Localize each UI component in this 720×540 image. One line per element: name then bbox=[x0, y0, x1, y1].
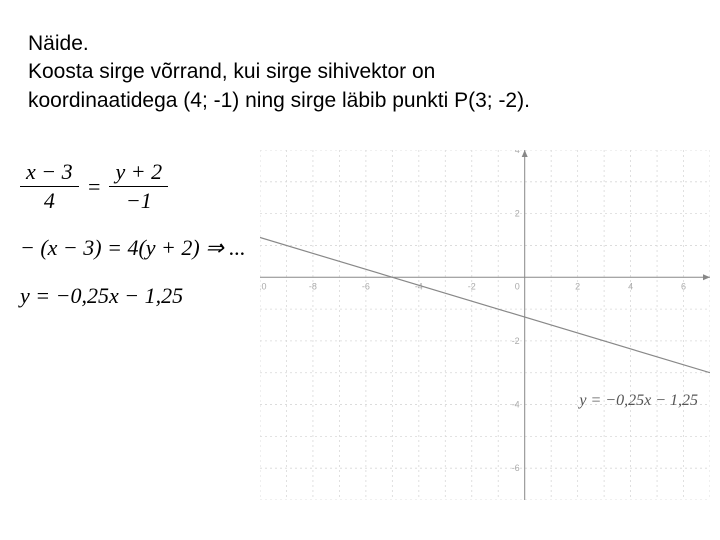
svg-text:-2: -2 bbox=[512, 336, 520, 346]
title: Näide. bbox=[28, 30, 530, 58]
line1: Koosta sirge võrrand, kui sirge sihivekt… bbox=[28, 58, 530, 86]
svg-text:4: 4 bbox=[515, 150, 520, 155]
frac-left-den: 4 bbox=[38, 187, 61, 213]
frac-right-num: y + 2 bbox=[109, 160, 168, 187]
fraction-left: x − 3 4 bbox=[20, 160, 79, 213]
chart-formula-label: y = −0,25x − 1,25 bbox=[579, 392, 698, 410]
equation-1: x − 3 4 = y + 2 −1 bbox=[20, 160, 246, 213]
svg-text:-8: -8 bbox=[309, 281, 317, 291]
line-chart: -10-8-6-4-2246-6-4-2240 y = −0,25x − 1,2… bbox=[260, 150, 710, 500]
svg-text:-6: -6 bbox=[362, 281, 370, 291]
frac-right-den: −1 bbox=[120, 187, 158, 213]
chart-svg: -10-8-6-4-2246-6-4-2240 bbox=[260, 150, 710, 500]
svg-text:-2: -2 bbox=[468, 281, 476, 291]
fraction-right: y + 2 −1 bbox=[109, 160, 168, 213]
svg-text:0: 0 bbox=[515, 281, 520, 291]
equation-3: y = −0,25x − 1,25 bbox=[20, 283, 246, 309]
problem-text: Näide. Koosta sirge võrrand, kui sirge s… bbox=[28, 30, 530, 115]
equals-sign: = bbox=[87, 174, 102, 200]
line2: koordinaatidega (4; -1) ning sirge läbib… bbox=[28, 87, 530, 115]
svg-text:4: 4 bbox=[628, 281, 633, 291]
svg-text:-10: -10 bbox=[260, 281, 267, 291]
svg-text:6: 6 bbox=[681, 281, 686, 291]
svg-text:-6: -6 bbox=[512, 463, 520, 473]
frac-left-num: x − 3 bbox=[20, 160, 79, 187]
svg-text:-4: -4 bbox=[512, 400, 520, 410]
svg-text:2: 2 bbox=[515, 209, 520, 219]
svg-text:2: 2 bbox=[575, 281, 580, 291]
equation-2: − (x − 3) = 4(y + 2) ⇒ ... bbox=[20, 235, 246, 261]
equations-block: x − 3 4 = y + 2 −1 − (x − 3) = 4(y + 2) … bbox=[20, 160, 246, 309]
